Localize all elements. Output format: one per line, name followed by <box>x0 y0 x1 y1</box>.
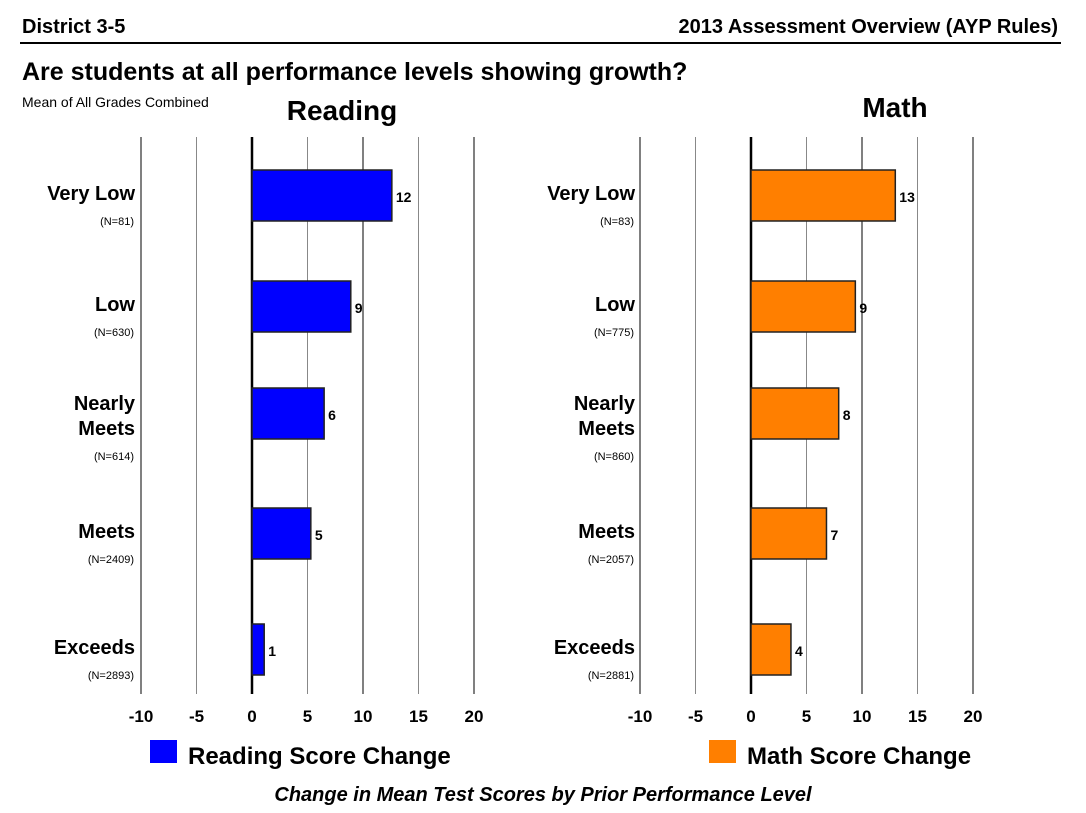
header-divider <box>20 42 1061 44</box>
x-tick-label: -10 <box>129 707 154 726</box>
bar-value-label: 9 <box>859 300 867 316</box>
category-label: Exceeds <box>54 637 135 659</box>
bar <box>750 169 897 222</box>
category-n-label: (N=2893) <box>88 670 134 682</box>
x-tick-label: 10 <box>853 707 872 726</box>
page-title: Are students at all performance levels s… <box>22 58 688 86</box>
chart-title: Reading <box>287 95 397 126</box>
category-n-label: (N=83) <box>600 216 634 228</box>
category-label: Meets <box>78 418 135 440</box>
x-tick-label: 15 <box>908 707 927 726</box>
bar-value-label: 7 <box>830 527 838 543</box>
category-label: Very Low <box>547 183 635 205</box>
x-tick-label: -10 <box>628 707 653 726</box>
category-n-label: (N=614) <box>94 451 134 463</box>
x-tick-label: 0 <box>746 707 755 726</box>
legend-label: Reading Score Change <box>188 743 451 770</box>
bar <box>251 169 393 222</box>
bar-value-label: 4 <box>795 643 803 659</box>
bar <box>251 507 312 560</box>
legend-swatch <box>709 740 736 763</box>
bar <box>251 387 325 440</box>
bar <box>750 507 828 560</box>
bar-value-label: 13 <box>899 189 915 205</box>
legend-swatch <box>150 740 177 763</box>
bar-value-label: 5 <box>315 527 323 543</box>
x-tick-label: 15 <box>409 707 428 726</box>
x-tick-label: 20 <box>964 707 983 726</box>
x-tick-label: 20 <box>465 707 484 726</box>
bar <box>750 387 840 440</box>
bar <box>251 623 265 676</box>
x-tick-label: -5 <box>688 707 703 726</box>
district-label: District 3-5 <box>22 16 126 38</box>
bar-value-label: 6 <box>328 407 336 423</box>
bar <box>251 280 352 333</box>
category-label: Low <box>595 294 635 316</box>
category-n-label: (N=860) <box>594 451 634 463</box>
category-label: Meets <box>578 418 635 440</box>
bar-value-label: 8 <box>843 407 851 423</box>
category-n-label: (N=2409) <box>88 554 134 566</box>
category-n-label: (N=2057) <box>588 554 634 566</box>
category-label: Meets <box>578 521 635 543</box>
bar-value-label: 1 <box>268 643 276 659</box>
chart-title: Math <box>862 92 927 123</box>
bar-value-label: 12 <box>396 189 412 205</box>
bar-value-label: 9 <box>355 300 363 316</box>
category-label: Nearly <box>74 393 136 415</box>
chart-panel-math: Math -10 -5 0 5 10 15 20 13 Very Low (N=83) 9 Low (N=… <box>547 92 982 770</box>
subtitle-note: Mean of All Grades Combined <box>22 94 209 110</box>
x-tick-label: 5 <box>303 707 312 726</box>
legend-label: Math Score Change <box>747 743 971 770</box>
category-n-label: (N=2881) <box>588 670 634 682</box>
category-label: Very Low <box>47 183 135 205</box>
category-n-label: (N=630) <box>94 327 134 339</box>
x-tick-label: 5 <box>802 707 811 726</box>
bar <box>750 280 857 333</box>
category-label: Meets <box>78 521 135 543</box>
x-tick-label: 10 <box>354 707 373 726</box>
category-label: Exceeds <box>554 637 635 659</box>
x-tick-label: -5 <box>189 707 204 726</box>
bar <box>750 623 792 676</box>
chart-caption: Change in Mean Test Scores by Prior Perf… <box>274 784 812 806</box>
report-title: 2013 Assessment Overview (AYP Rules) <box>678 16 1058 38</box>
category-n-label: (N=81) <box>100 216 134 228</box>
category-label: Low <box>95 294 135 316</box>
category-label: Nearly <box>574 393 636 415</box>
category-n-label: (N=775) <box>594 327 634 339</box>
x-tick-label: 0 <box>247 707 256 726</box>
